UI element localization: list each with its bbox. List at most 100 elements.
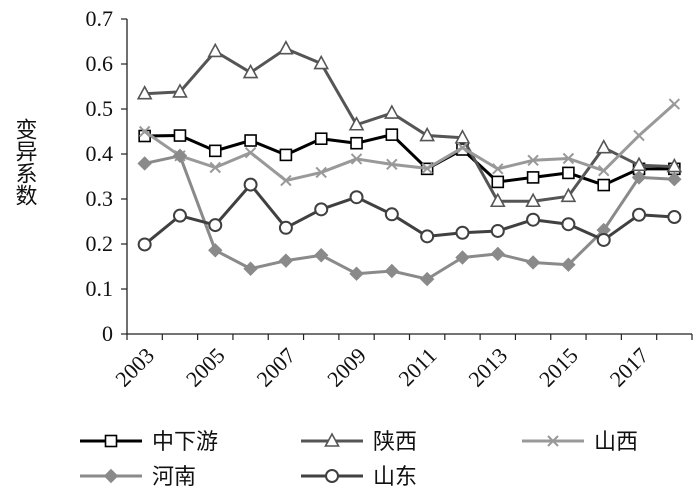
legend-label: 河南 — [152, 465, 196, 490]
data-point — [525, 255, 541, 270]
data-point — [489, 192, 506, 208]
data-point — [386, 158, 398, 171]
data-point — [455, 250, 470, 265]
data-point — [562, 152, 575, 165]
data-point — [242, 63, 259, 79]
data-point — [525, 192, 541, 208]
data-point — [384, 263, 400, 279]
y-tick-label: 0.2 — [86, 231, 114, 256]
data-point — [633, 129, 645, 142]
data-point — [314, 248, 329, 263]
data-point — [596, 232, 611, 247]
legend-item: 陕西 — [301, 430, 417, 455]
data-point — [527, 154, 539, 167]
data-point — [138, 125, 151, 138]
series-4 — [137, 177, 682, 252]
data-point — [350, 136, 363, 150]
legend-swatch-marker — [547, 435, 559, 447]
series-0 — [138, 128, 681, 192]
series-line — [144, 47, 675, 203]
data-point — [666, 157, 683, 173]
data-point — [244, 134, 257, 147]
data-point — [419, 271, 435, 287]
data-point — [490, 246, 505, 262]
data-point — [491, 175, 505, 189]
data-point — [243, 261, 258, 276]
x-tick-label: 2003 — [110, 343, 159, 392]
x-tick-label: 2017 — [605, 343, 654, 392]
data-point — [208, 243, 223, 258]
x-tick-label: 2009 — [322, 343, 371, 392]
x-tick-label: 2011 — [393, 343, 441, 391]
data-point — [561, 257, 576, 272]
legend-item: 中下游 — [80, 430, 218, 455]
data-point — [350, 153, 363, 165]
data-point — [208, 218, 223, 233]
data-point — [313, 54, 330, 70]
y-tick-label: 0.3 — [86, 186, 114, 211]
series-line — [144, 154, 675, 281]
series-1 — [136, 40, 683, 208]
data-point — [456, 141, 469, 154]
legend-label: 陕西 — [373, 430, 417, 455]
legend-item: 河南 — [80, 465, 196, 490]
chart-axes — [126, 19, 692, 335]
y-tick-label: 0.7 — [86, 6, 114, 31]
x-axis-ticks: 2003 2005 2007 2009 2011 2013 2015 2017 — [110, 334, 693, 392]
data-point — [384, 207, 399, 222]
x-tick-label: 2013 — [463, 343, 512, 392]
data-point — [243, 177, 258, 192]
series-3 — [137, 148, 682, 287]
legend-swatch-marker — [325, 469, 339, 483]
series-line — [144, 133, 675, 187]
data-point — [173, 129, 187, 142]
legend-label: 山东 — [373, 465, 417, 490]
data-point — [278, 220, 293, 235]
data-point — [526, 171, 540, 184]
data-point — [667, 171, 682, 187]
y-axis-label: 变异系数 — [12, 118, 38, 206]
y-tick-label: 0.1 — [86, 276, 114, 301]
data-point — [454, 129, 471, 144]
x-tick-label: 2015 — [534, 343, 583, 392]
legend-item: 山西 — [522, 430, 638, 455]
x-tick-label: 2005 — [181, 343, 230, 392]
data-point — [209, 161, 221, 174]
data-point — [207, 42, 224, 58]
data-point — [562, 166, 575, 180]
data-point — [526, 212, 541, 227]
x-tick-label: 2007 — [252, 343, 301, 392]
data-point — [631, 170, 647, 185]
legend-swatch-marker — [324, 432, 340, 447]
data-point — [137, 237, 152, 252]
data-point — [668, 98, 681, 110]
data-point — [349, 190, 364, 205]
data-point — [492, 163, 504, 175]
data-point — [561, 217, 576, 232]
data-point — [314, 132, 328, 145]
data-point — [314, 202, 329, 217]
y-axis-ticks: 0 0.1 0.2 0.3 0.4 0.5 0.6 0.7 — [86, 6, 127, 346]
y-tick-label: 0.6 — [86, 51, 114, 76]
data-point — [597, 178, 611, 192]
data-point — [172, 208, 187, 223]
data-point — [419, 126, 435, 142]
data-point — [172, 148, 188, 164]
legend-swatch-marker — [103, 468, 119, 484]
y-tick-label: 0 — [102, 321, 113, 346]
data-point — [560, 187, 577, 203]
y-tick-label: 0.5 — [86, 96, 114, 121]
y-tick-label: 0.4 — [86, 141, 114, 166]
data-point — [421, 162, 433, 175]
series-layer — [136, 40, 683, 287]
data-point — [455, 225, 470, 240]
data-point — [349, 266, 364, 281]
data-point — [385, 128, 399, 141]
legend-swatch-marker — [104, 434, 118, 448]
series-line — [143, 183, 675, 246]
data-point — [137, 156, 152, 171]
data-point — [136, 85, 153, 100]
data-point — [595, 139, 612, 154]
